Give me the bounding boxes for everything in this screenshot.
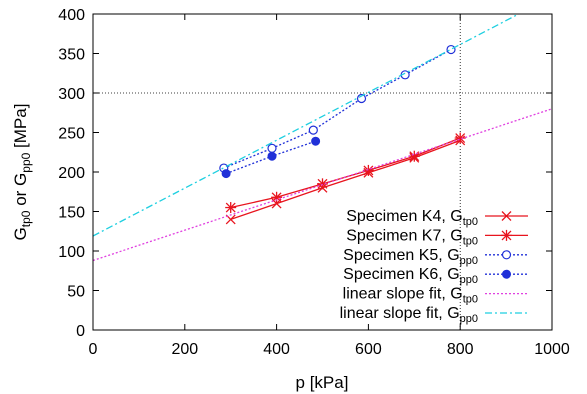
legend-label-main: Specimen K4, G bbox=[346, 208, 463, 225]
x-tick-label: 600 bbox=[355, 341, 382, 358]
y-tick-label: 100 bbox=[58, 244, 85, 261]
y-label-sub1: tp0 bbox=[19, 210, 33, 227]
series-line bbox=[230, 139, 461, 221]
y-tick-label: 200 bbox=[58, 165, 85, 182]
legend-label: Specimen K4, Gtp0 bbox=[346, 208, 478, 228]
y-tick-label: 350 bbox=[58, 47, 85, 64]
legend-entry: linear slope fit, Gtp0 bbox=[343, 286, 528, 306]
x-tick-label: 1000 bbox=[534, 341, 570, 358]
legend-swatch-marker bbox=[501, 211, 512, 221]
legend-label-main: Specimen K5, G bbox=[343, 247, 460, 264]
legend-label-sub: pp0 bbox=[460, 313, 478, 325]
grid-layer bbox=[93, 14, 552, 330]
legend-label-sub: tp0 bbox=[463, 235, 478, 247]
legend-swatch-marker bbox=[502, 269, 511, 279]
series-2 bbox=[225, 132, 466, 214]
legend-entry: Specimen K6, Gpp0 bbox=[343, 266, 528, 286]
series-6 bbox=[93, 14, 521, 237]
legend-entry: Specimen K7, Gtp0 bbox=[346, 227, 528, 247]
data-point-shape bbox=[311, 136, 321, 146]
series-5 bbox=[93, 108, 552, 262]
data-point-shape bbox=[267, 151, 277, 161]
data-point bbox=[221, 169, 231, 179]
data-point-shape bbox=[308, 125, 318, 135]
x-tick-label: 800 bbox=[447, 341, 474, 358]
series-line bbox=[93, 108, 552, 262]
series-line bbox=[223, 48, 452, 169]
legend-swatch-marker-stroke bbox=[501, 211, 512, 221]
y-tick-label: 400 bbox=[58, 7, 85, 24]
x-tick-label: 0 bbox=[89, 341, 98, 358]
tick-layer: 0 200 400 600 800 1000 0 50 100 150 200 250 300 350 40… bbox=[58, 7, 570, 358]
legend-label: Specimen K5, Gpp0 bbox=[343, 247, 478, 267]
data-point bbox=[267, 151, 277, 161]
data-point-shape bbox=[446, 44, 456, 55]
y-tick-label: 150 bbox=[58, 205, 85, 222]
data-point bbox=[225, 202, 237, 214]
legend-label-main: Specimen K7, G bbox=[346, 227, 463, 244]
data-point bbox=[362, 164, 374, 176]
legend-label: linear slope fit, Gpp0 bbox=[340, 305, 478, 325]
x-tick-label: 400 bbox=[263, 341, 290, 358]
legend-label: linear slope fit, Gtp0 bbox=[343, 286, 478, 306]
data-point-stroke bbox=[225, 214, 236, 225]
legend-swatch-marker bbox=[501, 250, 512, 260]
y-label-mid: or G bbox=[11, 173, 30, 211]
legend-label: Specimen K7, Gtp0 bbox=[346, 227, 478, 247]
legend-entry: linear slope fit, Gpp0 bbox=[340, 305, 528, 325]
y-tick-label: 0 bbox=[76, 323, 85, 340]
legend-label-sub: tp0 bbox=[463, 294, 478, 306]
data-point bbox=[317, 178, 328, 190]
x-axis-label: p [kPa] bbox=[296, 373, 349, 392]
legend-swatch-marker-shape bbox=[502, 269, 511, 279]
legend-label: Specimen K6, Gpp0 bbox=[343, 266, 478, 286]
data-point-shape bbox=[267, 143, 277, 153]
data-point-shape bbox=[221, 169, 231, 179]
data-point bbox=[308, 125, 318, 135]
data-point bbox=[267, 143, 277, 153]
y-label-main: G bbox=[11, 227, 30, 240]
data-point bbox=[408, 150, 420, 162]
y-tick-label: 300 bbox=[58, 86, 85, 103]
legend-label-sub: pp0 bbox=[460, 255, 478, 267]
legend-label-sub: pp0 bbox=[460, 274, 478, 286]
series-4 bbox=[221, 136, 321, 179]
legend-label-main: Specimen K6, G bbox=[343, 266, 460, 283]
data-point bbox=[311, 136, 321, 146]
series-layer bbox=[93, 14, 552, 262]
legend-label-main: linear slope fit, G bbox=[343, 286, 463, 303]
legend-label-sub: tp0 bbox=[463, 216, 478, 228]
series-line bbox=[93, 14, 521, 237]
y-axis-label: Gtp0 or Gpp0 [MPa] bbox=[11, 104, 33, 241]
y-label-tail: [MPa] bbox=[11, 104, 30, 153]
data-point bbox=[454, 132, 466, 144]
legend-swatch-marker bbox=[501, 229, 512, 241]
legend-swatch-marker-shape bbox=[501, 250, 512, 260]
y-tick-label: 50 bbox=[67, 284, 85, 301]
y-tick-label: 250 bbox=[58, 126, 85, 143]
x-tick-label: 200 bbox=[171, 341, 198, 358]
plot-frame bbox=[92, 13, 553, 331]
series-line bbox=[230, 137, 461, 209]
legend-entry: Specimen K5, Gpp0 bbox=[343, 247, 528, 267]
data-point bbox=[271, 191, 283, 203]
legend-entry: Specimen K4, Gtp0 bbox=[346, 208, 528, 228]
y-label-sub2: pp0 bbox=[19, 152, 33, 172]
legend-label-main: linear slope fit, G bbox=[340, 305, 460, 322]
data-point bbox=[446, 44, 456, 55]
